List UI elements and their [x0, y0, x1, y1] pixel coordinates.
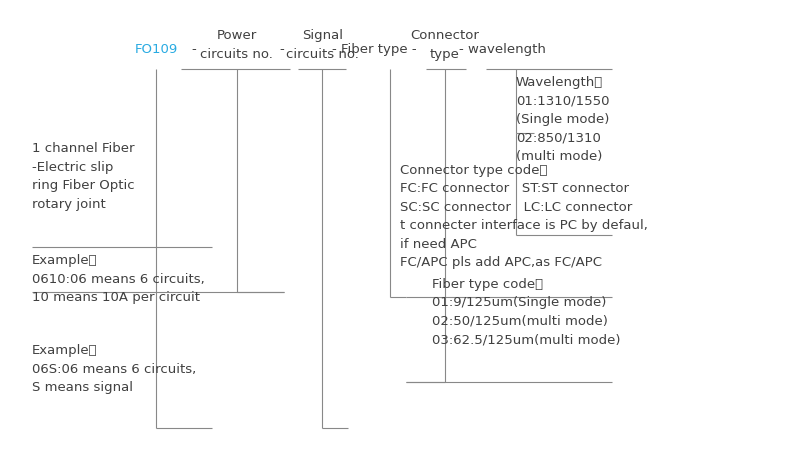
Text: Fiber type code：
01:9/125um(Single mode)
02:50/125um(multi mode)
03:62.5/125um(m: Fiber type code： 01:9/125um(Single mode)… [432, 278, 621, 346]
Text: Example：
06S:06 means 6 circuits,
S means signal: Example： 06S:06 means 6 circuits, S mean… [32, 344, 196, 394]
Text: 1 channel Fiber
-Electric slip
ring Fiber Optic
rotary joint: 1 channel Fiber -Electric slip ring Fibe… [32, 142, 134, 211]
Text: Connector type code：
FC:FC connector   ST:ST connector
SC:SC connector   LC:LC c: Connector type code： FC:FC connector ST:… [400, 164, 648, 269]
Text: FO109: FO109 [134, 43, 178, 57]
Text: -: - [279, 43, 284, 57]
Text: - Fiber type -: - Fiber type - [332, 43, 417, 57]
Text: -: - [191, 43, 196, 57]
Text: Power
circuits no.: Power circuits no. [200, 29, 274, 61]
Text: - wavelength: - wavelength [459, 43, 546, 57]
Text: Example：
0610:06 means 6 circuits,
10 means 10A per circuit: Example： 0610:06 means 6 circuits, 10 me… [32, 254, 205, 304]
Text: Connector
type: Connector type [410, 29, 479, 61]
Text: Wavelength：
01:1310/1550
(Single mode)
02:850/1310
(multi mode): Wavelength： 01:1310/1550 (Single mode) 0… [516, 76, 610, 163]
Text: Signal
circuits no.: Signal circuits no. [286, 29, 359, 61]
